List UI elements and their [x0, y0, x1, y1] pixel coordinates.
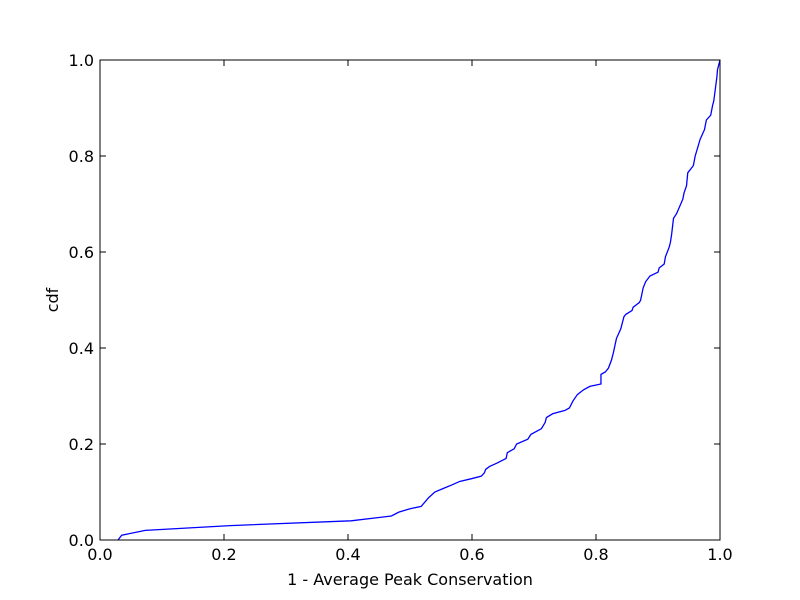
tick-labels: 0.0 0.2 0.4 0.6 0.8 1.0 0.0 0.2 0.4 0.6 0.8 1.0	[69, 51, 733, 564]
x-tick-label: 0.6	[459, 545, 484, 564]
x-tick-label: 0.4	[335, 545, 360, 564]
plot-background	[100, 60, 720, 540]
plot-frame	[99, 59, 721, 541]
y-tick-label: 1.0	[69, 51, 94, 70]
x-tick-label: 1.0	[707, 545, 732, 564]
y-tick-label: 0.2	[69, 435, 94, 454]
x-tick-label: 0.0	[87, 545, 112, 564]
x-axis-label: 1 - Average Peak Conservation	[287, 570, 533, 589]
x-tick-label: 0.2	[211, 545, 236, 564]
y-tick-label: 0.4	[69, 339, 94, 358]
y-axis-label: cdf	[43, 287, 62, 312]
x-tick-label: 0.8	[583, 545, 608, 564]
y-tick-label: 0.0	[69, 531, 94, 550]
series-line	[117, 59, 721, 541]
y-tick-label: 0.6	[69, 243, 94, 262]
y-tick-label: 0.8	[69, 147, 94, 166]
